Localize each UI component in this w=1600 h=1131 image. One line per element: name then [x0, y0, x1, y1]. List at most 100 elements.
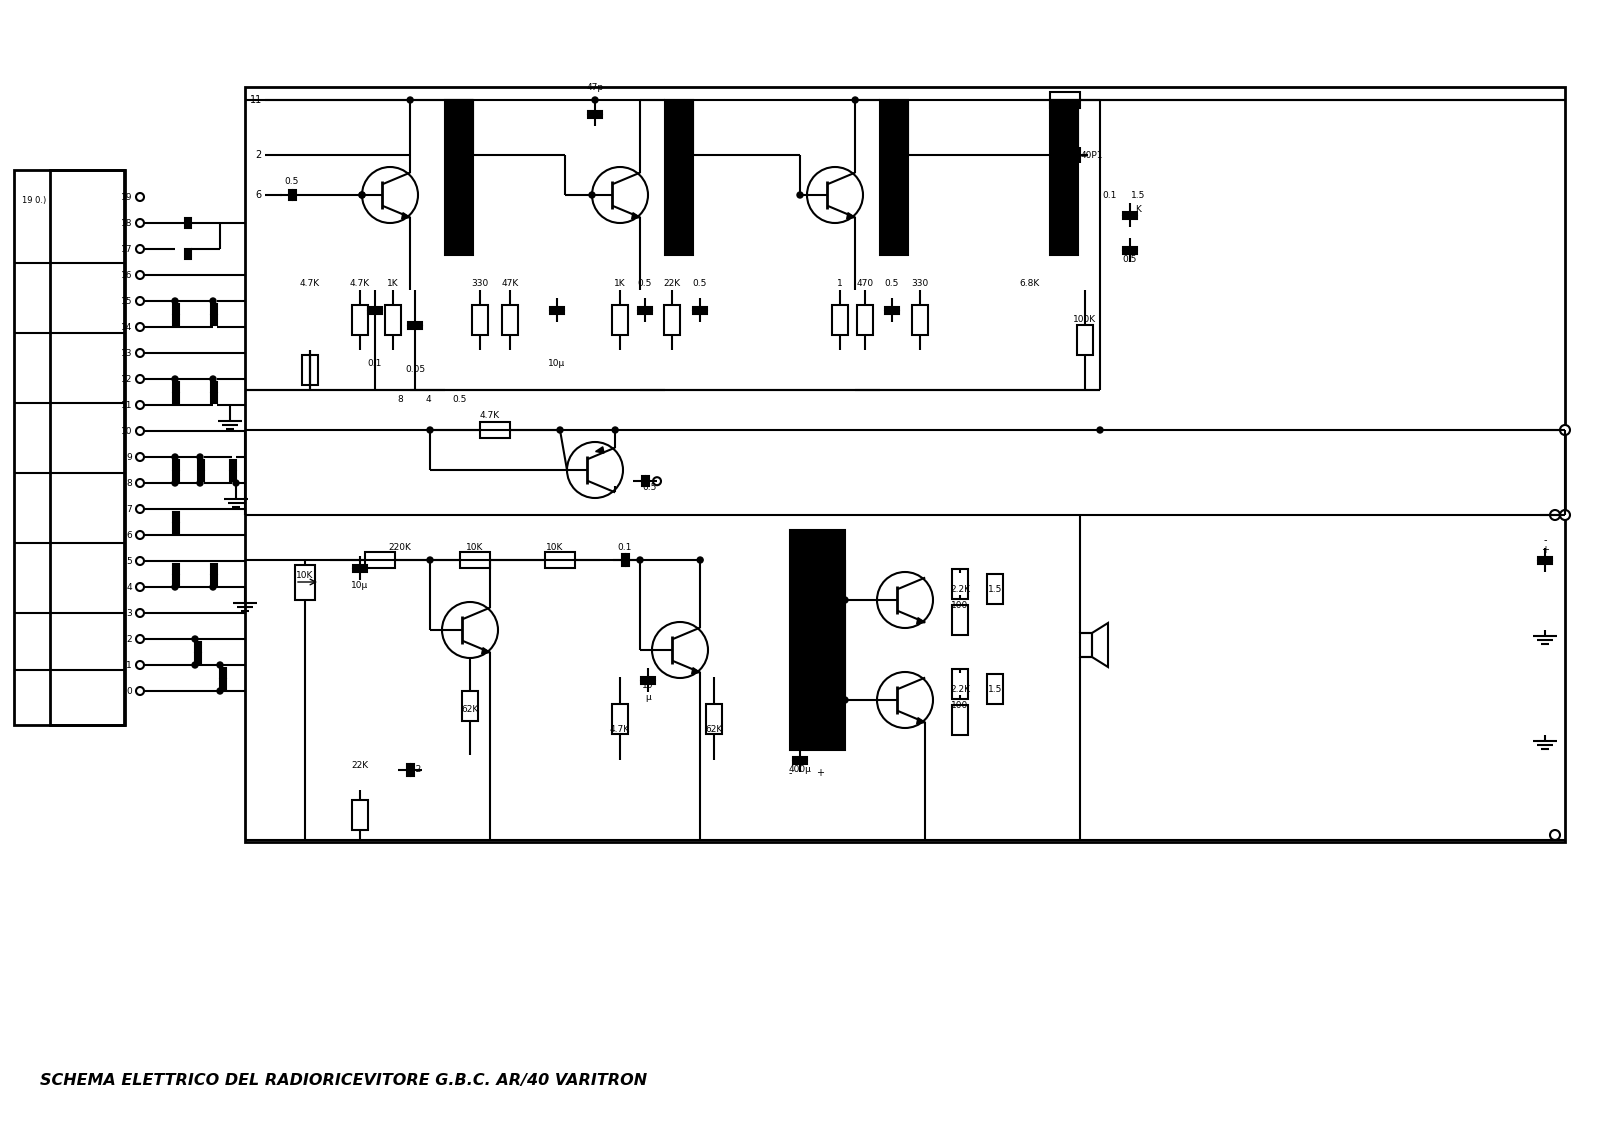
Bar — [14, 170, 125, 725]
Bar — [211, 564, 218, 575]
Text: 0.5: 0.5 — [643, 483, 658, 492]
Bar — [365, 552, 395, 568]
Circle shape — [197, 454, 203, 460]
Bar — [354, 569, 366, 572]
Text: 4.7K: 4.7K — [480, 411, 501, 420]
Bar — [880, 100, 909, 254]
Bar — [611, 305, 627, 335]
Text: 470: 470 — [856, 278, 874, 287]
Text: 16: 16 — [120, 270, 131, 279]
Bar — [50, 170, 125, 725]
Text: 8: 8 — [397, 396, 403, 405]
Bar — [832, 305, 848, 335]
Circle shape — [210, 375, 216, 382]
Text: 2: 2 — [126, 634, 131, 644]
Circle shape — [197, 480, 203, 486]
Bar — [195, 653, 202, 663]
Bar — [173, 382, 179, 392]
Text: 8: 8 — [126, 478, 131, 487]
Bar — [1538, 556, 1552, 560]
Bar — [294, 566, 315, 601]
Text: 22K: 22K — [352, 760, 368, 769]
Bar — [638, 307, 653, 310]
Bar — [1050, 100, 1078, 254]
Bar — [368, 307, 382, 310]
Circle shape — [173, 454, 178, 460]
Circle shape — [136, 582, 144, 592]
Bar — [302, 355, 318, 385]
Circle shape — [136, 219, 144, 227]
Text: +: + — [1541, 545, 1549, 555]
Circle shape — [136, 506, 144, 513]
Text: 11: 11 — [120, 400, 131, 409]
Text: 0.5: 0.5 — [453, 396, 467, 405]
Bar — [173, 316, 179, 325]
Text: 0.5: 0.5 — [885, 278, 899, 287]
Bar — [408, 322, 422, 325]
Circle shape — [218, 688, 222, 694]
Text: 19: 19 — [120, 192, 131, 201]
Bar — [794, 757, 806, 760]
Text: μ: μ — [645, 692, 651, 701]
Bar — [173, 304, 179, 314]
Bar — [445, 100, 474, 254]
Text: 1: 1 — [837, 278, 843, 287]
Circle shape — [136, 375, 144, 383]
Bar — [406, 765, 410, 776]
Text: 10: 10 — [120, 426, 131, 435]
Text: 10K: 10K — [296, 570, 314, 579]
Text: 9: 9 — [126, 452, 131, 461]
Circle shape — [592, 97, 598, 103]
Text: 400μ: 400μ — [789, 766, 811, 775]
Bar — [462, 691, 478, 722]
Bar — [173, 512, 179, 523]
Text: -: - — [1544, 535, 1547, 545]
Circle shape — [234, 480, 238, 486]
Circle shape — [1560, 510, 1570, 520]
Bar — [1538, 561, 1552, 564]
Circle shape — [842, 697, 848, 703]
Text: 12: 12 — [120, 374, 131, 383]
Circle shape — [136, 297, 144, 305]
Text: 47K: 47K — [501, 278, 518, 287]
Text: 10μ: 10μ — [352, 580, 368, 589]
Bar — [1050, 92, 1080, 107]
Bar — [186, 218, 190, 228]
Text: 62K: 62K — [706, 725, 723, 734]
Text: 100: 100 — [952, 700, 968, 709]
Text: 0.5: 0.5 — [638, 278, 653, 287]
Text: 13: 13 — [120, 348, 131, 357]
Polygon shape — [917, 618, 925, 624]
Bar — [987, 573, 1003, 604]
Text: 4.7K: 4.7K — [299, 278, 320, 287]
Text: 0.2: 0.2 — [408, 766, 422, 775]
Polygon shape — [482, 648, 490, 654]
Bar — [693, 311, 707, 314]
Circle shape — [842, 597, 848, 603]
Circle shape — [427, 556, 434, 563]
Bar — [794, 761, 806, 765]
Circle shape — [173, 480, 178, 486]
Text: 1.5: 1.5 — [1131, 190, 1146, 199]
Circle shape — [173, 375, 178, 382]
Circle shape — [358, 192, 365, 198]
Circle shape — [557, 428, 563, 433]
Circle shape — [136, 687, 144, 696]
Text: 0.1: 0.1 — [368, 359, 382, 368]
Bar — [1123, 251, 1138, 254]
Bar — [211, 392, 218, 403]
Polygon shape — [402, 213, 410, 219]
Bar — [642, 476, 645, 486]
Text: 6.8K: 6.8K — [1019, 278, 1040, 287]
Bar — [211, 382, 218, 392]
Bar — [386, 305, 402, 335]
Bar — [502, 305, 518, 335]
Text: 0.05: 0.05 — [405, 365, 426, 374]
Bar — [173, 523, 179, 533]
Bar — [245, 87, 1565, 841]
Polygon shape — [691, 667, 701, 674]
Text: K: K — [1134, 206, 1141, 215]
Text: 15: 15 — [120, 296, 131, 305]
Text: 2: 2 — [256, 150, 262, 159]
Bar — [173, 460, 179, 470]
